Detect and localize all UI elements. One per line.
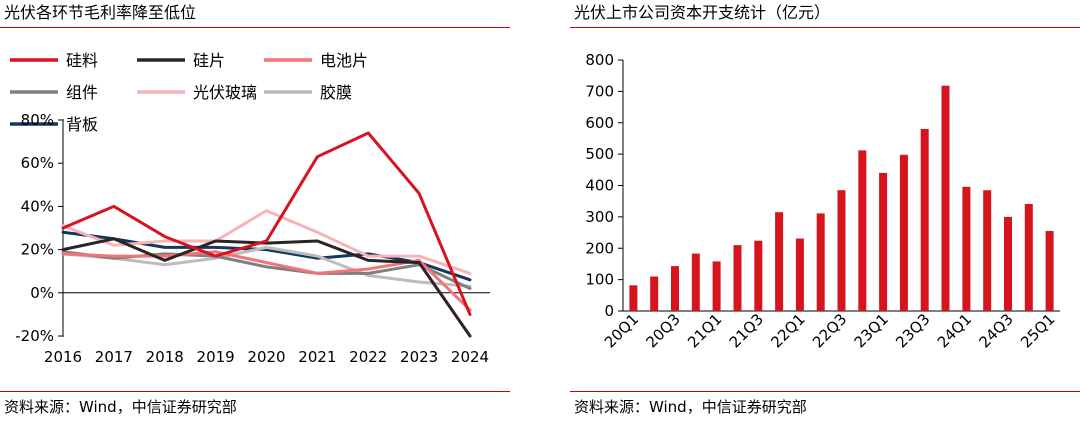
- legend-label-4: 光伏玻璃: [193, 83, 257, 102]
- x-tick-label: 21Q1: [684, 310, 725, 351]
- series-line-5: [61, 245, 472, 288]
- legend-label-1: 硅片: [193, 51, 225, 70]
- y-tick-label: 200: [585, 239, 614, 257]
- capex-chart-title: 光伏上市公司资本开支统计（亿元）: [574, 3, 831, 22]
- x-tick-label: 21Q3: [726, 310, 767, 351]
- y-tick-label: 500: [585, 145, 614, 163]
- series-line-0: [61, 131, 472, 316]
- x-tick-label: 2022: [349, 348, 387, 366]
- bar: [983, 190, 992, 311]
- x-tick-label: 2019: [197, 348, 235, 366]
- capex-chart-panel: 光伏上市公司资本开支统计（亿元） 0 100 200 300 400 500 600 700 8…: [570, 0, 1080, 421]
- bar: [920, 129, 929, 311]
- x-tick-label: 2024: [451, 348, 489, 366]
- bar: [879, 172, 888, 311]
- y-tick-label: 40%: [21, 197, 54, 215]
- bar: [691, 253, 700, 311]
- bar: [775, 212, 784, 311]
- bar: [899, 154, 908, 311]
- bar: [1045, 231, 1054, 311]
- title-divider: [570, 27, 1080, 28]
- x-tick-label: 2016: [44, 348, 82, 366]
- y-tick-label: 0: [604, 302, 614, 320]
- y-tick-label: 700: [585, 82, 614, 100]
- bar: [733, 245, 742, 311]
- bar: [1024, 204, 1033, 311]
- source-divider: [570, 391, 1080, 392]
- x-tick-label: 25Q1: [1017, 310, 1058, 351]
- series-line-1: [61, 237, 472, 338]
- bar: [941, 85, 950, 311]
- x-tick-label: 23Q3: [892, 310, 933, 351]
- bar: [962, 186, 971, 311]
- y-tick-label: 100: [585, 271, 614, 289]
- margin-chart-title: 光伏各环节毛利率降至低位: [4, 3, 197, 22]
- x-tick-label: 24Q1: [934, 310, 975, 351]
- y-tick-label: 300: [585, 208, 614, 226]
- bar: [1004, 216, 1012, 311]
- bar: [754, 240, 763, 311]
- title-divider: [0, 27, 510, 28]
- margin-chart-source: 资料来源：Wind，中信证券研究部: [4, 398, 237, 416]
- bar: [816, 213, 825, 311]
- x-tick-label: 22Q3: [809, 310, 850, 351]
- x-tick-label: 20Q3: [643, 310, 684, 351]
- legend-label-6: 背板: [66, 115, 98, 134]
- x-tick-label: 24Q3: [975, 310, 1016, 351]
- bar: [712, 261, 721, 311]
- y-tick-label: 20%: [21, 241, 54, 259]
- y-tick-label: 400: [585, 177, 614, 195]
- bar: [671, 266, 679, 311]
- y-tick-label: 600: [585, 114, 614, 132]
- x-tick-label: 23Q1: [851, 310, 892, 351]
- y-tick-label: 80%: [21, 111, 54, 129]
- bar: [858, 150, 867, 311]
- capex-chart-source: 资料来源：Wind，中信证券研究部: [574, 398, 807, 416]
- legend-label-5: 胶膜: [320, 83, 352, 102]
- y-tick-label: 800: [585, 51, 614, 69]
- legend-label-2: 电池片: [320, 51, 368, 70]
- source-divider: [0, 391, 510, 392]
- bar: [795, 238, 804, 311]
- y-tick-label: 60%: [21, 154, 54, 172]
- legend-label-3: 组件: [66, 83, 98, 102]
- x-tick-label: 22Q1: [767, 310, 808, 351]
- y-tick-label: 0%: [30, 284, 54, 302]
- series-line-6: [61, 230, 472, 282]
- x-tick-label: 2018: [146, 348, 184, 366]
- x-tick-label: 2017: [95, 348, 133, 366]
- x-tick-label: 2020: [247, 348, 285, 366]
- bar: [650, 276, 659, 311]
- x-tick-label: 2023: [400, 348, 438, 366]
- bar: [837, 190, 846, 311]
- x-tick-label: 2021: [298, 348, 336, 366]
- bar: [629, 285, 638, 311]
- margin-chart-panel: 光伏各环节毛利率降至低位 硅料 硅片 电池片组件 光伏玻璃 胶膜背板 -20% 0% 20% 4…: [0, 0, 510, 421]
- y-tick-label: -20%: [15, 327, 54, 345]
- series-line-4: [61, 209, 472, 275]
- legend-label-0: 硅料: [66, 51, 98, 70]
